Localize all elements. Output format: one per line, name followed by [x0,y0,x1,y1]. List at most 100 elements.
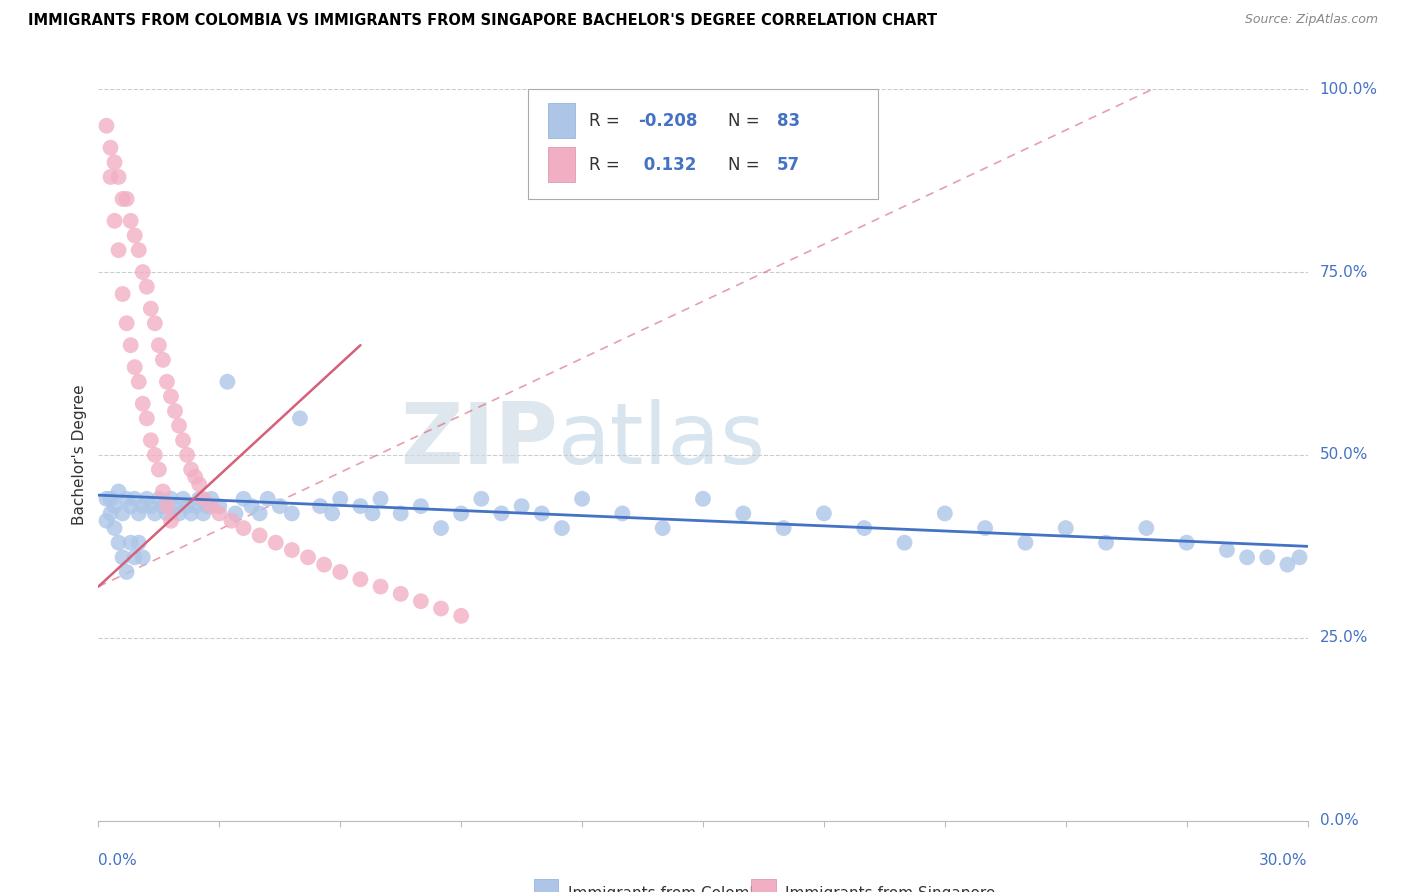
Point [135,411,157,425]
Point [115,491,138,506]
Text: IMMIGRANTS FROM COLOMBIA VS IMMIGRANTS FROM SINGAPORE BACHELOR'S DEGREE CORRELAT: IMMIGRANTS FROM COLOMBIA VS IMMIGRANTS F… [28,13,938,29]
Point [232,521,254,535]
Point [167,507,190,521]
Point [193,507,215,521]
Point [96,514,118,528]
Point [132,397,155,411]
Point [124,228,146,243]
Point [349,572,371,586]
Point [184,470,207,484]
Point [430,521,453,535]
Point [934,507,956,521]
Point [111,192,134,206]
Point [188,491,211,506]
Point [115,316,138,330]
Point [156,507,179,521]
Point [96,491,118,506]
Point [329,565,352,579]
FancyBboxPatch shape [548,147,575,182]
Point [107,169,129,184]
Point [450,507,472,521]
Point [893,535,915,549]
Point [100,169,122,184]
Point [120,338,142,352]
Point [160,491,183,506]
Point [103,499,125,513]
Point [853,521,876,535]
Point [148,462,170,476]
Text: Immigrants from Singapore: Immigrants from Singapore [785,887,995,892]
Point [103,155,125,169]
Point [96,119,118,133]
Point [974,521,997,535]
Point [571,491,593,506]
Point [256,491,278,506]
Point [143,448,166,462]
Point [470,491,492,506]
Point [1014,535,1036,549]
Text: atlas: atlas [558,399,766,482]
Point [813,507,835,521]
Point [124,360,146,375]
Point [772,521,794,535]
Point [530,507,553,521]
Point [111,287,134,301]
Text: 100.0%: 100.0% [1320,82,1378,96]
Point [430,601,453,615]
Point [1216,543,1239,558]
Point [1256,550,1278,565]
Point [135,279,157,293]
Point [103,214,125,228]
Point [1277,558,1299,572]
Point [132,265,155,279]
Point [132,499,155,513]
Text: N =: N = [728,155,765,174]
Point [208,499,231,513]
Point [135,491,157,506]
Point [249,507,271,521]
Point [281,543,304,558]
Point [692,491,714,506]
Point [288,411,311,425]
Point [450,608,472,623]
Point [193,491,215,506]
Point [167,418,190,433]
Point [409,594,432,608]
Point [176,448,198,462]
Point [200,491,222,506]
Point [139,434,162,448]
Point [143,316,166,330]
Text: 0.0%: 0.0% [1320,814,1358,828]
FancyBboxPatch shape [751,880,776,892]
Point [128,535,150,549]
Point [124,550,146,565]
Point [139,301,162,316]
Text: 0.132: 0.132 [638,155,696,174]
Point [172,491,194,506]
Point [1095,535,1118,549]
Point [491,507,513,521]
Point [103,521,125,535]
Point [329,491,352,506]
Point [232,491,254,506]
Point [370,580,392,594]
Point [120,535,142,549]
Point [115,565,138,579]
Point [163,499,186,513]
Text: 50.0%: 50.0% [1320,448,1368,462]
Point [128,375,150,389]
Point [321,507,343,521]
Text: 30.0%: 30.0% [1260,853,1308,868]
Point [249,528,271,542]
Point [172,434,194,448]
Point [111,550,134,565]
Point [221,514,243,528]
FancyBboxPatch shape [534,880,558,892]
Point [409,499,432,513]
Point [1135,521,1157,535]
Point [551,521,574,535]
Point [128,243,150,257]
Point [188,477,211,491]
Point [361,507,384,521]
Point [115,192,138,206]
